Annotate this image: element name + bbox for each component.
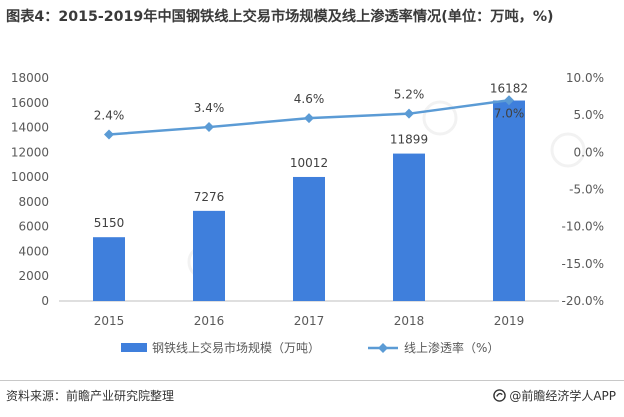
bar-series [93, 100, 525, 301]
line-marker [104, 129, 114, 140]
legend-line-label: 线上渗透率（%） [404, 340, 499, 355]
y-right-tick-label: -5.0% [569, 183, 604, 197]
bar-value-label: 16182 [490, 82, 528, 96]
line-marker [204, 122, 214, 133]
line-value-label: 5.2% [394, 88, 425, 102]
y-right-tick-label: 10.0% [566, 71, 604, 85]
x-tick-label: 2017 [294, 314, 325, 328]
x-tick-label: 2019 [494, 314, 525, 328]
bar-value-label: 10012 [290, 156, 328, 170]
legend-bar-swatch [121, 343, 147, 352]
y-right-tick-label: -20.0% [562, 294, 604, 308]
y-left-axis: 0 2000 4000 6000 8000 10000 12000 14000 16000 180… [11, 71, 49, 308]
chart-title: 图表4：2015-2019年中国钢铁线上交易市场规模及线上渗透率情况(单位：万吨… [6, 9, 554, 25]
legend-bar-label: 钢铁线上交易市场规模（万吨） [152, 340, 320, 355]
y-left-tick-label: 8000 [18, 195, 49, 209]
y-right-tick-label: -10.0% [562, 220, 604, 234]
y-right-axis: -20.0% -15.0% -10.0% -5.0% 0.0% 5.0% 10.0% [562, 71, 604, 308]
line-data-labels: 2.4% 3.4% 4.6% 5.2% 7.0% [94, 88, 525, 123]
line-value-label: 4.6% [294, 92, 325, 106]
bar [393, 153, 425, 301]
y-left-tick-label: 12000 [11, 145, 49, 159]
line-marker [404, 108, 414, 119]
line-marker [504, 95, 514, 106]
y-left-tick-label: 0 [41, 294, 49, 308]
x-tick-label: 2015 [94, 314, 125, 328]
y-left-tick-label: 10000 [11, 170, 49, 184]
brand-text: @前瞻经济学人APP [509, 389, 616, 403]
bar-value-label: 11899 [390, 133, 428, 147]
line-marker [304, 113, 314, 124]
source-note: 资料来源：前瞻产业研究院整理 [6, 389, 175, 403]
combo-chart: 0 2000 4000 6000 8000 10000 12000 14000 16000 180… [11, 71, 604, 355]
brand-credit: @前瞻经济学人APP [493, 387, 616, 404]
bar [493, 100, 525, 301]
x-tick-label: 2018 [394, 314, 425, 328]
y-left-tick-label: 6000 [18, 220, 49, 234]
bar-value-label: 5150 [94, 216, 125, 230]
x-tick-label: 2016 [194, 314, 225, 328]
footer-divider [0, 380, 624, 381]
y-left-tick-label: 18000 [11, 71, 49, 85]
bar [193, 210, 225, 301]
bar-value-label: 7276 [194, 190, 225, 204]
y-left-tick-label: 14000 [11, 121, 49, 135]
y-right-tick-label: -15.0% [562, 257, 604, 271]
line-value-label: 7.0% [494, 106, 525, 120]
legend-line-marker [378, 343, 388, 353]
line-value-label: 2.4% [94, 108, 125, 122]
bar [93, 237, 125, 301]
brand-logo-icon [493, 389, 507, 402]
bar [293, 176, 325, 301]
x-axis: 2015 2016 2017 2018 2019 [94, 314, 525, 328]
y-left-tick-label: 4000 [18, 244, 49, 258]
bar-data-labels: 5150 7276 10012 11899 16182 [94, 82, 528, 231]
line-value-label: 3.4% [194, 101, 225, 115]
y-right-tick-label: 0.0% [574, 145, 605, 159]
legend: 钢铁线上交易市场规模（万吨） 线上渗透率（%） [121, 340, 499, 355]
y-left-tick-label: 16000 [11, 96, 49, 110]
y-left-tick-label: 2000 [18, 269, 49, 283]
y-right-tick-label: 5.0% [574, 108, 605, 122]
line-series [104, 95, 514, 140]
